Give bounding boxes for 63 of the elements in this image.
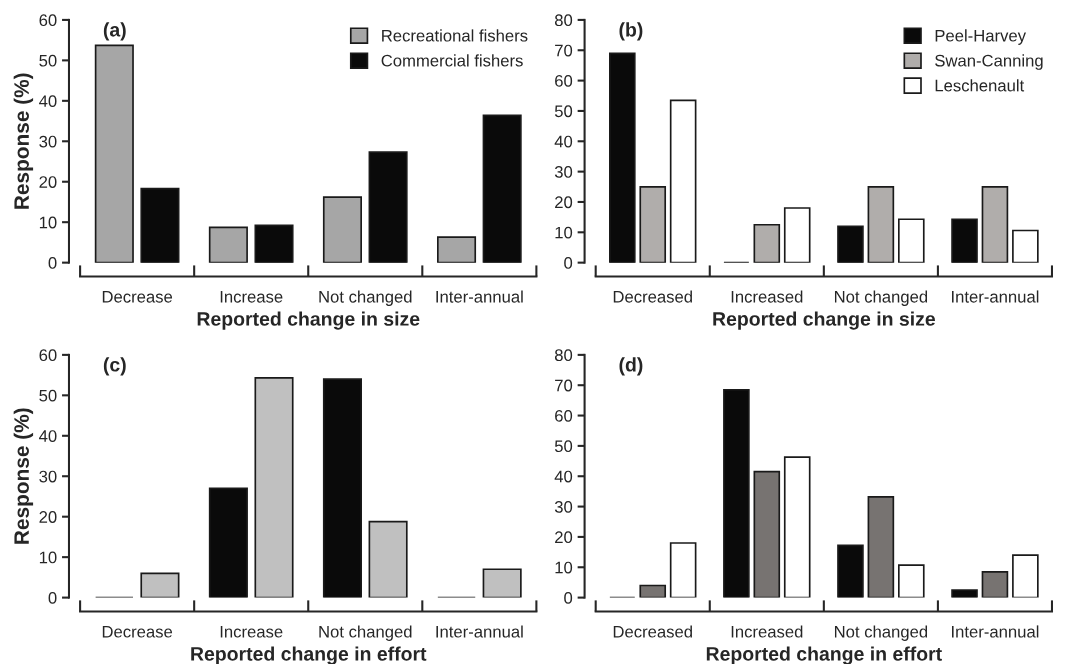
y-tick-label: 40 xyxy=(554,470,573,483)
y-tick-label: 0 xyxy=(48,257,57,269)
annotation: (a) xyxy=(103,22,126,41)
y-tick-label: 30 xyxy=(39,470,57,483)
y-tick-label: 50 xyxy=(39,54,57,67)
y-tick-label: 10 xyxy=(555,561,573,574)
x-tick-label: Increased xyxy=(731,625,803,638)
x-tick-label: Increase xyxy=(220,625,283,638)
y-tick-label: 40 xyxy=(39,430,57,442)
x-tick-label: Decreased xyxy=(613,625,692,638)
y-tick-label: 20 xyxy=(555,196,573,209)
y-tick-label: 70 xyxy=(555,379,573,392)
legend-label: Recreational fishers xyxy=(382,29,528,42)
y-axis-title: Response (%) xyxy=(13,73,34,209)
y-tick-label: 0 xyxy=(48,592,57,604)
x-tick-label: Decrease xyxy=(102,625,173,638)
x-tick-label: Not changed xyxy=(834,625,928,641)
x-axis-title: Reported change in size xyxy=(197,311,420,330)
y-tick-label: 20 xyxy=(39,176,57,188)
x-tick-label: Inter-annual xyxy=(436,290,523,303)
y-tick-label: 50 xyxy=(39,389,57,402)
legend-label: Peel-Harvey xyxy=(935,29,1026,45)
y-tick-label: 60 xyxy=(39,349,57,362)
x-axis-title: Reported change in effort xyxy=(706,646,942,664)
x-axis-title: Reported change in size xyxy=(713,311,936,330)
y-tick-label: 20 xyxy=(555,531,573,544)
y-tick-label: 40 xyxy=(554,135,573,148)
y-tick-label: 20 xyxy=(39,511,57,523)
y-tick-label: 30 xyxy=(554,500,573,513)
x-tick-label: Increased xyxy=(731,290,803,303)
y-tick-label: 70 xyxy=(555,44,573,57)
y-tick-label: 30 xyxy=(554,166,573,178)
x-tick-label: Inter-annual xyxy=(952,625,1039,638)
y-tick-label: 80 xyxy=(554,14,573,27)
y-axis-title: Response (%) xyxy=(13,408,34,544)
y-tick-label: 60 xyxy=(555,409,573,422)
y-tick-label: 0 xyxy=(564,592,573,604)
y-tick-label: 60 xyxy=(555,75,573,87)
x-tick-label: Not changed xyxy=(834,290,928,306)
x-tick-label: Not changed xyxy=(319,625,412,641)
x-tick-label: Decrease xyxy=(102,291,173,303)
y-tick-label: 40 xyxy=(39,95,57,108)
x-tick-label: Not changed xyxy=(319,290,412,306)
x-tick-label: Inter-annual xyxy=(952,290,1039,303)
x-tick-label: Increase xyxy=(220,291,283,303)
legend-label: Swan-Canning xyxy=(935,54,1043,70)
annotation: (c) xyxy=(103,357,126,376)
y-tick-label: 10 xyxy=(39,551,57,564)
y-tick-label: 60 xyxy=(39,14,57,27)
y-tick-label: 0 xyxy=(564,257,573,269)
x-tick-label: Inter-annual xyxy=(436,625,523,638)
annotation: (b) xyxy=(619,22,643,41)
y-tick-label: 10 xyxy=(39,216,57,229)
legend-label: Commercial fishers xyxy=(381,54,523,67)
y-tick-label: 30 xyxy=(39,135,57,148)
x-axis-title: Reported change in effort xyxy=(191,646,427,664)
y-tick-label: 50 xyxy=(554,440,573,453)
y-tick-label: 10 xyxy=(555,226,573,239)
legend-label: Leschenault xyxy=(935,79,1025,92)
y-tick-label: 50 xyxy=(554,105,573,118)
annotation: (d) xyxy=(619,357,643,376)
y-tick-label: 80 xyxy=(554,349,573,362)
x-tick-label: Decreased xyxy=(613,290,692,303)
